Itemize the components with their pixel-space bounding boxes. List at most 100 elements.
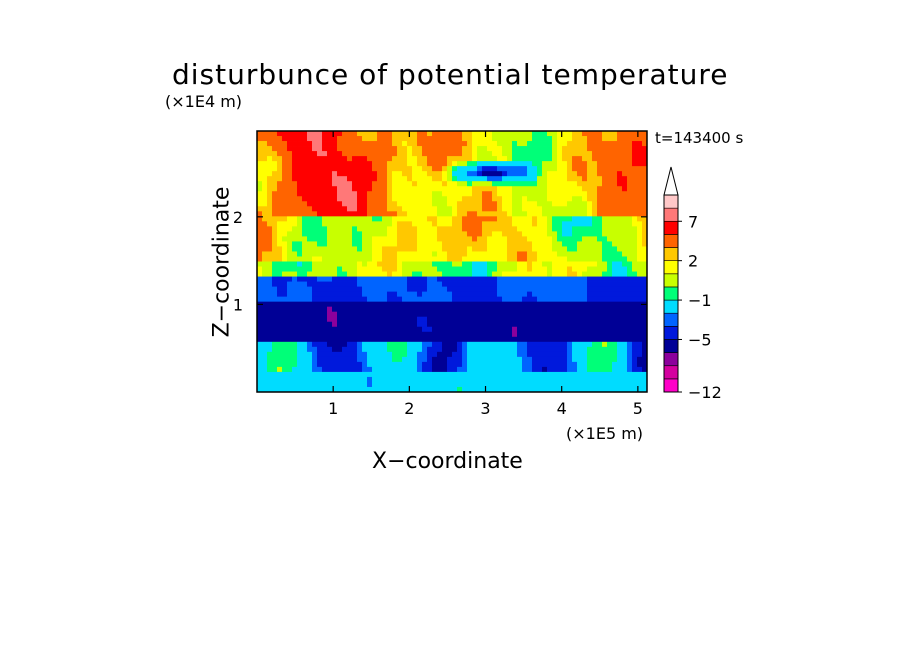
field-cell — [592, 386, 598, 392]
field-cell — [357, 276, 363, 282]
field-cell — [312, 341, 318, 348]
field-cell — [597, 261, 603, 267]
field-cell — [332, 321, 338, 328]
field-cell — [327, 246, 333, 252]
field-cell — [517, 191, 523, 197]
field-cell — [587, 131, 593, 137]
field-cell — [322, 196, 328, 202]
field-cell — [277, 291, 283, 298]
field-cell — [417, 231, 423, 237]
field-cell — [287, 191, 293, 197]
field-cell — [617, 311, 623, 318]
field-cell — [442, 301, 448, 308]
field-cell — [357, 241, 363, 247]
field-cell — [392, 351, 398, 358]
field-cell — [497, 366, 503, 373]
field-cell — [482, 171, 488, 177]
field-cell — [467, 226, 473, 232]
field-cell — [497, 381, 503, 388]
field-cell — [557, 146, 563, 152]
field-cell — [367, 316, 373, 323]
field-cell — [487, 191, 493, 197]
field-cell — [642, 246, 647, 252]
field-cell — [462, 336, 468, 343]
field-cell — [367, 321, 373, 328]
field-cell — [412, 261, 418, 267]
field-cell — [367, 206, 373, 212]
field-cell — [297, 251, 303, 257]
field-cell — [572, 351, 578, 358]
field-cell — [382, 151, 388, 157]
field-cell — [297, 171, 303, 177]
field-cell — [507, 151, 513, 157]
field-cell — [587, 331, 593, 338]
field-cell — [617, 241, 623, 247]
field-cell — [472, 271, 478, 277]
field-cell — [477, 356, 483, 363]
field-cell — [272, 236, 278, 242]
field-cell — [307, 351, 313, 358]
field-cell — [297, 366, 303, 373]
field-cell — [342, 271, 348, 277]
field-cell — [397, 321, 403, 328]
field-cell — [572, 146, 578, 152]
field-cell — [297, 291, 303, 298]
field-cell — [622, 211, 628, 217]
field-cell — [417, 181, 423, 187]
field-cell — [377, 291, 383, 298]
field-cell — [617, 191, 623, 197]
field-cell — [542, 246, 548, 252]
field-cell — [527, 331, 533, 338]
field-cell — [322, 136, 328, 142]
field-cell — [307, 216, 313, 222]
field-cell — [567, 286, 573, 293]
field-cell — [407, 291, 413, 298]
field-cell — [442, 376, 448, 383]
field-cell — [322, 306, 328, 313]
field-cell — [372, 136, 378, 142]
colorbar-swatch — [663, 273, 679, 288]
field-cell — [452, 311, 458, 318]
field-cell — [562, 216, 568, 222]
field-cell — [267, 181, 273, 187]
field-cell — [532, 266, 538, 272]
field-cell — [637, 266, 643, 272]
field-cell — [582, 231, 588, 237]
field-cell — [282, 231, 288, 237]
field-cell — [452, 301, 458, 308]
field-cell — [282, 371, 288, 378]
field-cell — [542, 236, 548, 242]
field-cell — [567, 376, 573, 383]
field-cell — [487, 281, 493, 287]
field-cell — [292, 241, 298, 247]
field-cell — [262, 266, 268, 272]
field-cell — [627, 266, 633, 272]
field-cell — [547, 196, 553, 202]
field-cell — [337, 331, 343, 338]
field-cell — [547, 321, 553, 328]
field-cell — [357, 191, 363, 197]
field-cell — [597, 381, 603, 388]
field-cell — [367, 336, 373, 343]
field-cell — [522, 196, 528, 202]
field-cell — [392, 281, 398, 287]
field-cell — [552, 206, 558, 212]
field-cell — [277, 171, 283, 177]
field-cell — [297, 161, 303, 167]
colorbar-tick-label: −1 — [688, 291, 712, 310]
field-cell — [487, 276, 493, 282]
field-cell — [322, 216, 328, 222]
field-cell — [542, 386, 548, 392]
field-cell — [312, 326, 318, 333]
field-cell — [547, 331, 553, 338]
field-cell — [257, 171, 263, 177]
field-cell — [527, 236, 533, 242]
field-cell — [362, 361, 368, 368]
field-cell — [532, 176, 538, 182]
field-cell — [627, 246, 633, 252]
field-cell — [407, 176, 413, 182]
field-cell — [597, 386, 603, 392]
field-cell — [597, 211, 603, 217]
field-cell — [437, 166, 443, 172]
field-cell — [372, 201, 378, 207]
